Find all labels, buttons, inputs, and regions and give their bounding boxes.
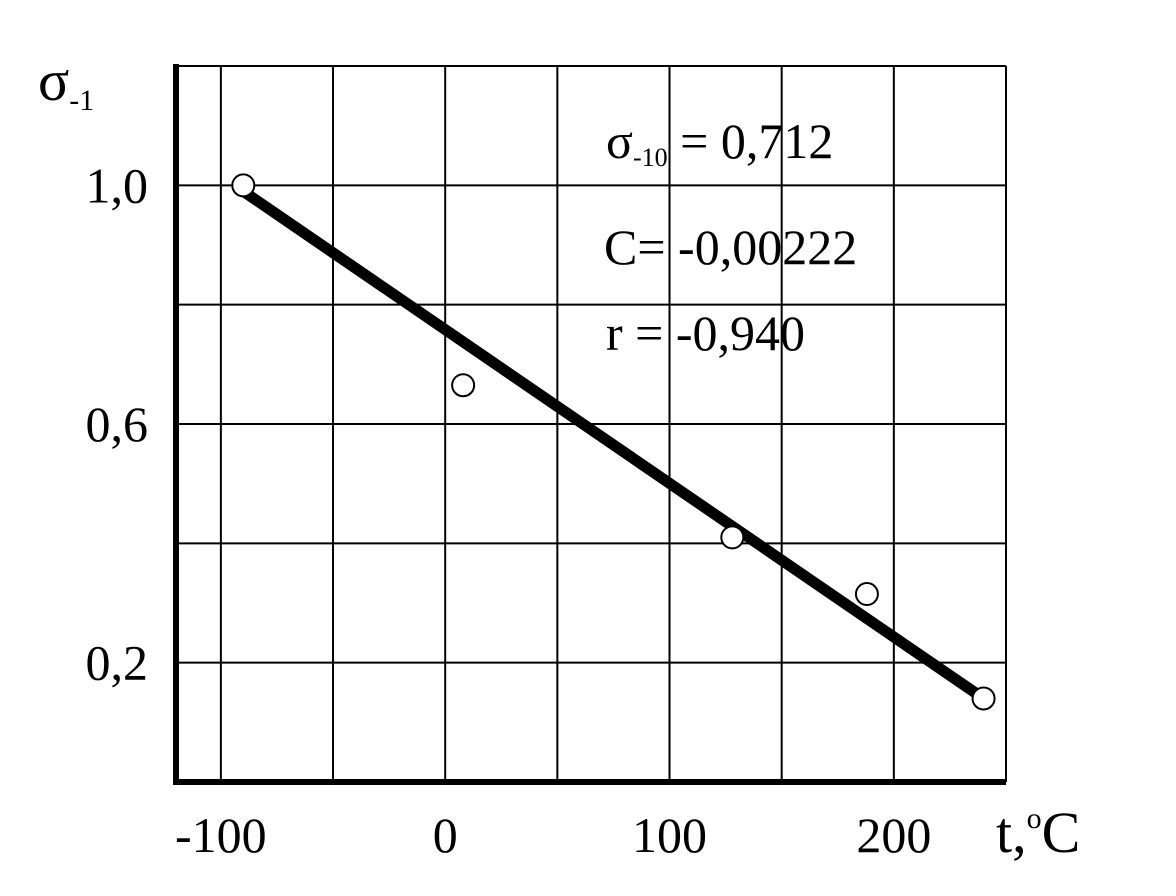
annotation-sigma-symbol: σ (606, 113, 633, 169)
y-tick-labels: 0,2 0,6 1,0 (86, 157, 149, 690)
axes-layer (173, 64, 1006, 785)
points-layer (231, 173, 996, 711)
regression-line (240, 186, 987, 704)
data-point (971, 686, 996, 711)
data-point (720, 525, 745, 550)
x-tick-label: 200 (856, 807, 931, 863)
annotation-sigma: σ-10 = 0,712 (606, 113, 833, 172)
x-axis-title-symbol: t, (996, 800, 1027, 865)
x-tick-label: 100 (632, 807, 707, 863)
x-tick-label: 0 (433, 807, 458, 863)
y-tick-label: 0,2 (86, 635, 149, 691)
x-tick-labels: -100 0 100 200 (175, 807, 931, 863)
y-axis-title: σ-1 (38, 48, 94, 117)
x-axis-title-degree: o (1027, 802, 1042, 835)
y-axis-title-symbol: σ (38, 48, 69, 113)
y-axis-title-subscript: -1 (69, 84, 94, 117)
annotation-c: C= -0,00222 (604, 219, 857, 275)
annotation-sigma-subscript: -10 (633, 143, 668, 172)
data-point (854, 582, 879, 607)
x-tick-label: -100 (175, 807, 267, 863)
data-point (231, 173, 256, 198)
y-tick-label: 0,6 (86, 396, 149, 452)
data-point (451, 373, 476, 398)
y-tick-label: 1,0 (86, 157, 149, 213)
line-layer (240, 186, 987, 704)
annotation-sigma-value: = 0,712 (668, 113, 834, 169)
x-axis-title: t,oC (996, 800, 1080, 865)
annotation-r: r = -0,940 (606, 305, 805, 361)
grid-layer (176, 65, 1007, 782)
x-axis-title-unit: C (1042, 800, 1081, 865)
